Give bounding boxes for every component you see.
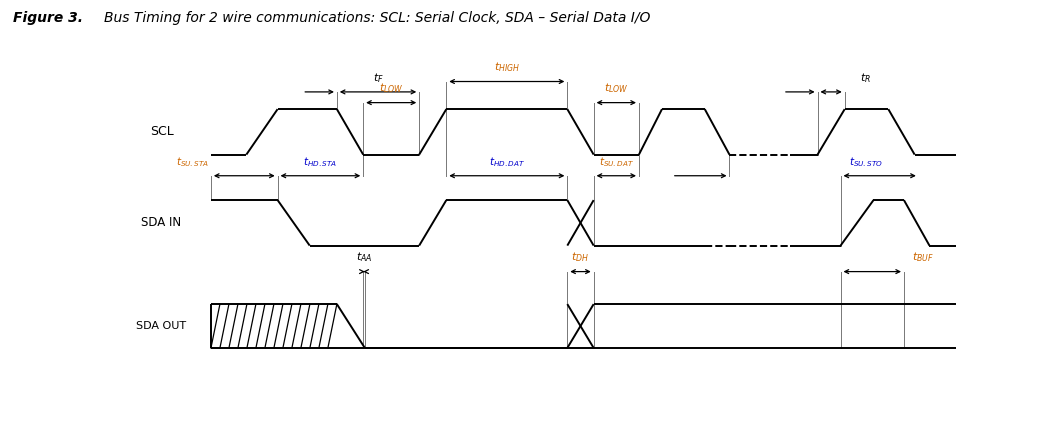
Text: $t_R$: $t_R$ xyxy=(859,71,871,85)
Text: Figure 3.: Figure 3. xyxy=(13,11,83,24)
Text: $t_{SU.STO}$: $t_{SU.STO}$ xyxy=(849,155,883,169)
Text: $t_{HIGH}$: $t_{HIGH}$ xyxy=(494,61,520,74)
Text: $t_{BUF}$: $t_{BUF}$ xyxy=(912,251,935,265)
Text: $t_{SU.DAT}$: $t_{SU.DAT}$ xyxy=(599,155,634,169)
Text: $t_{HD.DAT}$: $t_{HD.DAT}$ xyxy=(489,155,525,169)
Text: $t_{DH}$: $t_{DH}$ xyxy=(571,251,589,265)
Text: $t_{LOW}$: $t_{LOW}$ xyxy=(604,82,629,95)
Text: $t_F$: $t_F$ xyxy=(373,71,383,85)
Text: $t_{HD.STA}$: $t_{HD.STA}$ xyxy=(304,155,338,169)
Text: $t_{LOW}$: $t_{LOW}$ xyxy=(379,82,404,95)
Text: Bus Timing for 2 wire communications: SCL: Serial Clock, SDA – Serial Data I/O: Bus Timing for 2 wire communications: SC… xyxy=(104,11,650,24)
Text: SDA OUT: SDA OUT xyxy=(137,321,187,331)
Text: SDA IN: SDA IN xyxy=(141,216,182,230)
Text: $t_{AA}$: $t_{AA}$ xyxy=(356,251,373,265)
Text: SCL: SCL xyxy=(150,125,173,138)
Text: $t_{SU.STA}$: $t_{SU.STA}$ xyxy=(176,155,209,169)
